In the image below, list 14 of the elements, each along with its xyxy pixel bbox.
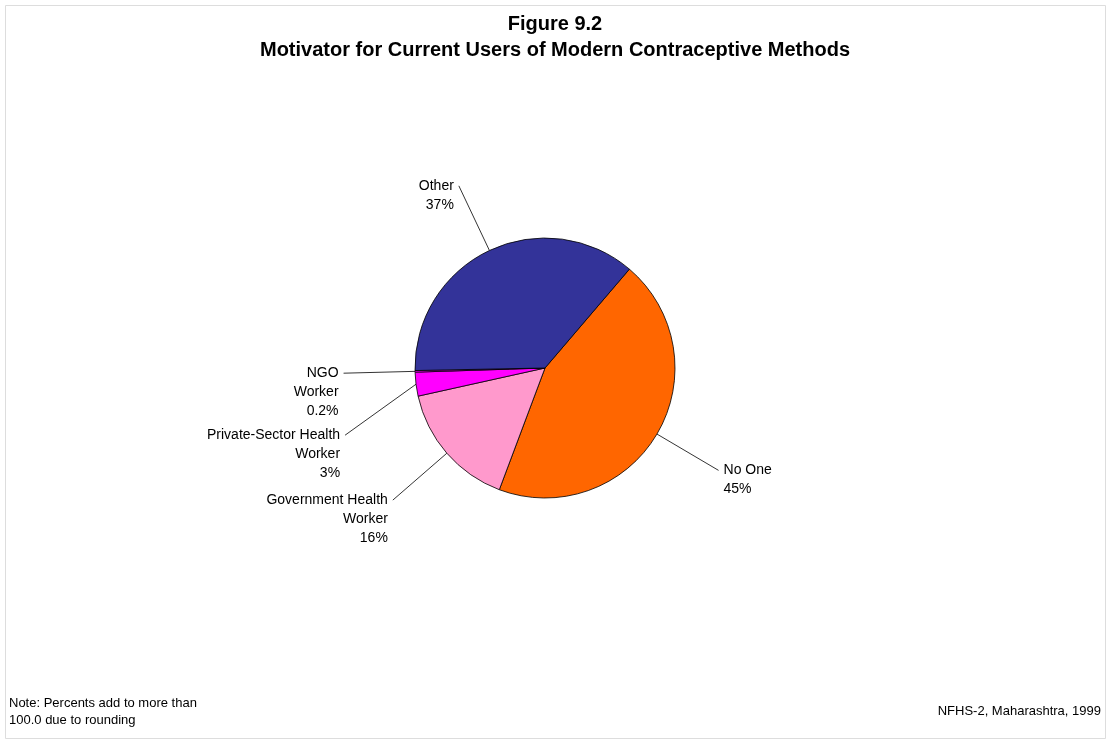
slice-label: NGO Worker [293,364,339,400]
slice-label: Private-Sector Health Worker [207,426,341,462]
text: NFHS-2, Maharashtra, 1999 [937,703,1101,718]
text: Note: Percents add to more than 100.0 due to rounding [9,695,197,727]
data-label: 16% [359,529,388,546]
data-label: 3% [319,464,341,481]
data-label: 45% [723,480,752,497]
data-label: 0.2% [306,402,339,419]
slice-label: Other [418,176,455,193]
slice-label: Government Health Worker [266,491,389,527]
data-label: 37% [425,195,454,212]
slice-label: No One [723,461,773,478]
chart-subtitle: Motivator for Current Users of Modern Contraceptive Methods [259,38,851,60]
chart-title: Figure 9.2 [507,12,603,34]
